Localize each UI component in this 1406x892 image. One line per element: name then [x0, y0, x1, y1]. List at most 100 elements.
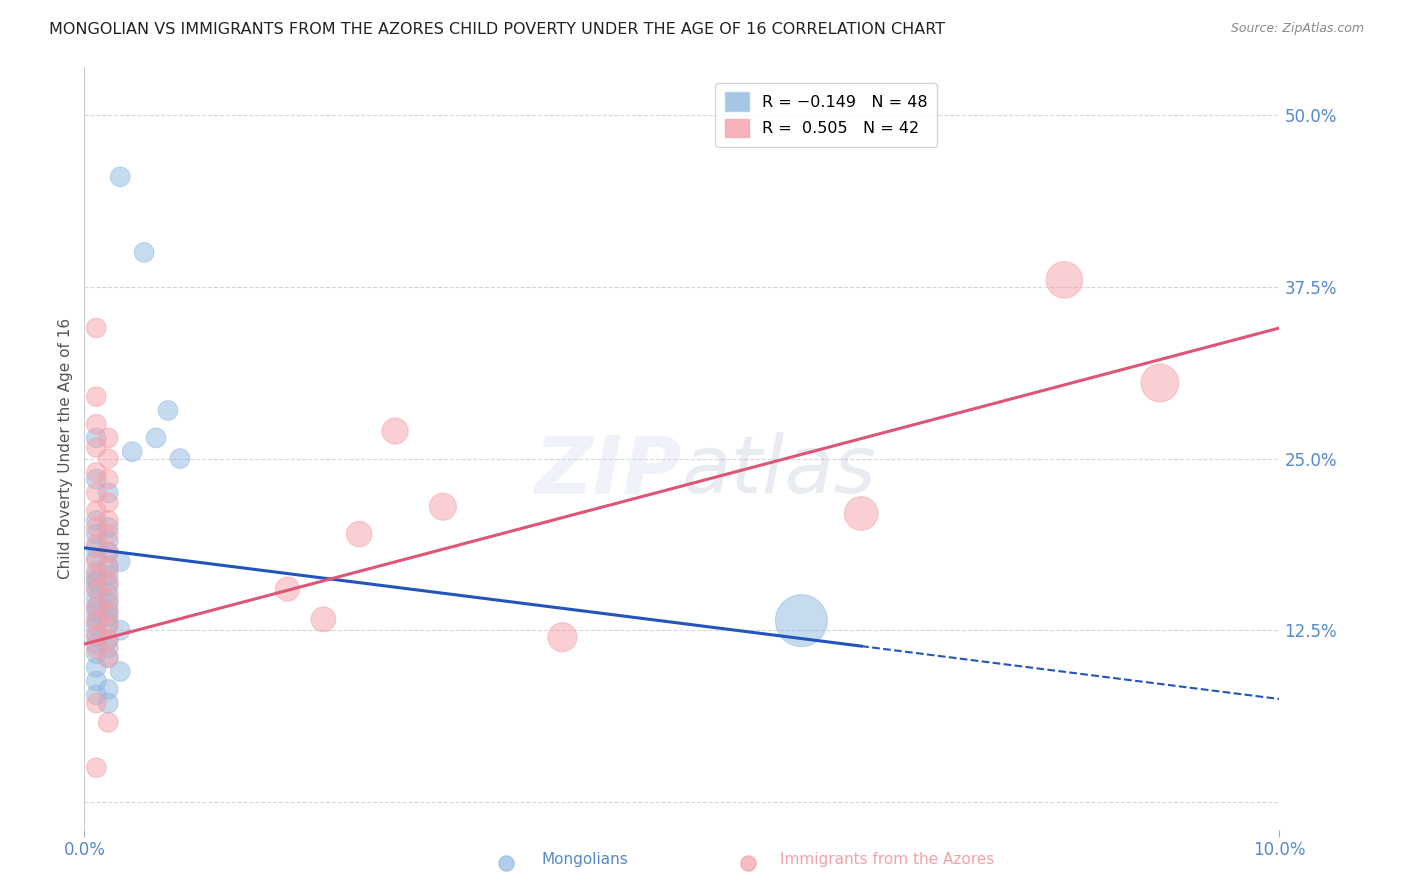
Point — [86, 486, 108, 500]
Point — [97, 591, 120, 606]
Point — [86, 619, 108, 633]
Point — [121, 444, 143, 458]
Point — [97, 545, 120, 559]
Point — [86, 575, 108, 590]
Point — [97, 606, 120, 620]
Point — [86, 614, 108, 628]
Point — [384, 424, 406, 438]
Point — [86, 591, 108, 606]
Point — [851, 507, 873, 521]
Point — [790, 614, 813, 628]
Point — [495, 856, 517, 871]
Point — [145, 431, 167, 445]
Point — [86, 417, 108, 432]
Point — [97, 520, 120, 534]
Point — [157, 403, 180, 417]
Point — [97, 641, 120, 656]
Point — [86, 390, 108, 404]
Point — [432, 500, 454, 514]
Point — [86, 537, 108, 551]
Point — [97, 696, 120, 710]
Point — [97, 596, 120, 610]
Point — [86, 637, 108, 651]
Point — [97, 578, 120, 592]
Point — [551, 630, 574, 644]
Point — [86, 550, 108, 565]
Point — [86, 564, 108, 578]
Point — [97, 616, 120, 631]
Point — [97, 632, 120, 647]
Point — [97, 650, 120, 665]
Point — [97, 486, 120, 500]
Point — [97, 513, 120, 527]
Point — [97, 451, 120, 466]
Point — [86, 641, 108, 656]
Point — [110, 169, 132, 184]
Point — [1149, 376, 1171, 390]
Point — [97, 603, 120, 617]
Text: atlas: atlas — [682, 432, 877, 510]
Legend: R = −0.149   N = 48, R =  0.505   N = 42: R = −0.149 N = 48, R = 0.505 N = 42 — [716, 83, 936, 146]
Point — [132, 245, 156, 260]
Point — [169, 451, 191, 466]
Point — [97, 561, 120, 575]
Point — [737, 856, 759, 871]
Point — [86, 582, 108, 596]
Point — [97, 715, 120, 730]
Text: Immigrants from the Azores: Immigrants from the Azores — [780, 852, 994, 867]
Text: Mongolians: Mongolians — [541, 852, 628, 867]
Point — [86, 520, 108, 534]
Point — [86, 431, 108, 445]
Point — [97, 650, 120, 665]
Point — [97, 575, 120, 590]
Point — [86, 606, 108, 620]
Point — [86, 627, 108, 641]
Point — [97, 632, 120, 647]
Point — [86, 472, 108, 486]
Point — [97, 431, 120, 445]
Point — [86, 504, 108, 518]
Point — [86, 696, 108, 710]
Point — [277, 582, 299, 596]
Point — [110, 555, 132, 569]
Point — [110, 624, 132, 638]
Point — [97, 609, 120, 624]
Point — [86, 555, 108, 569]
Point — [97, 527, 120, 541]
Point — [86, 582, 108, 596]
Point — [86, 441, 108, 455]
Point — [86, 541, 108, 555]
Point — [110, 665, 132, 679]
Point — [97, 495, 120, 509]
Point — [86, 599, 108, 614]
Point — [86, 660, 108, 674]
Point — [97, 682, 120, 697]
Point — [312, 612, 335, 626]
Point — [97, 568, 120, 582]
Point — [97, 586, 120, 600]
Point — [86, 465, 108, 479]
Point — [1053, 273, 1076, 287]
Point — [86, 647, 108, 661]
Point — [97, 472, 120, 486]
Point — [86, 513, 108, 527]
Y-axis label: Child Poverty Under the Age of 16: Child Poverty Under the Age of 16 — [58, 318, 73, 579]
Text: MONGOLIAN VS IMMIGRANTS FROM THE AZORES CHILD POVERTY UNDER THE AGE OF 16 CORREL: MONGOLIAN VS IMMIGRANTS FROM THE AZORES … — [49, 22, 945, 37]
Text: ZIP: ZIP — [534, 432, 682, 510]
Point — [86, 630, 108, 644]
Point — [86, 568, 108, 582]
Point — [97, 533, 120, 548]
Point — [86, 321, 108, 335]
Point — [349, 527, 371, 541]
Point — [97, 558, 120, 573]
Point — [86, 688, 108, 702]
Point — [97, 545, 120, 559]
Point — [86, 573, 108, 587]
Text: Source: ZipAtlas.com: Source: ZipAtlas.com — [1230, 22, 1364, 36]
Point — [86, 761, 108, 775]
Point — [86, 674, 108, 689]
Point — [97, 619, 120, 633]
Point — [86, 527, 108, 541]
Point — [86, 599, 108, 614]
Point — [86, 614, 108, 628]
